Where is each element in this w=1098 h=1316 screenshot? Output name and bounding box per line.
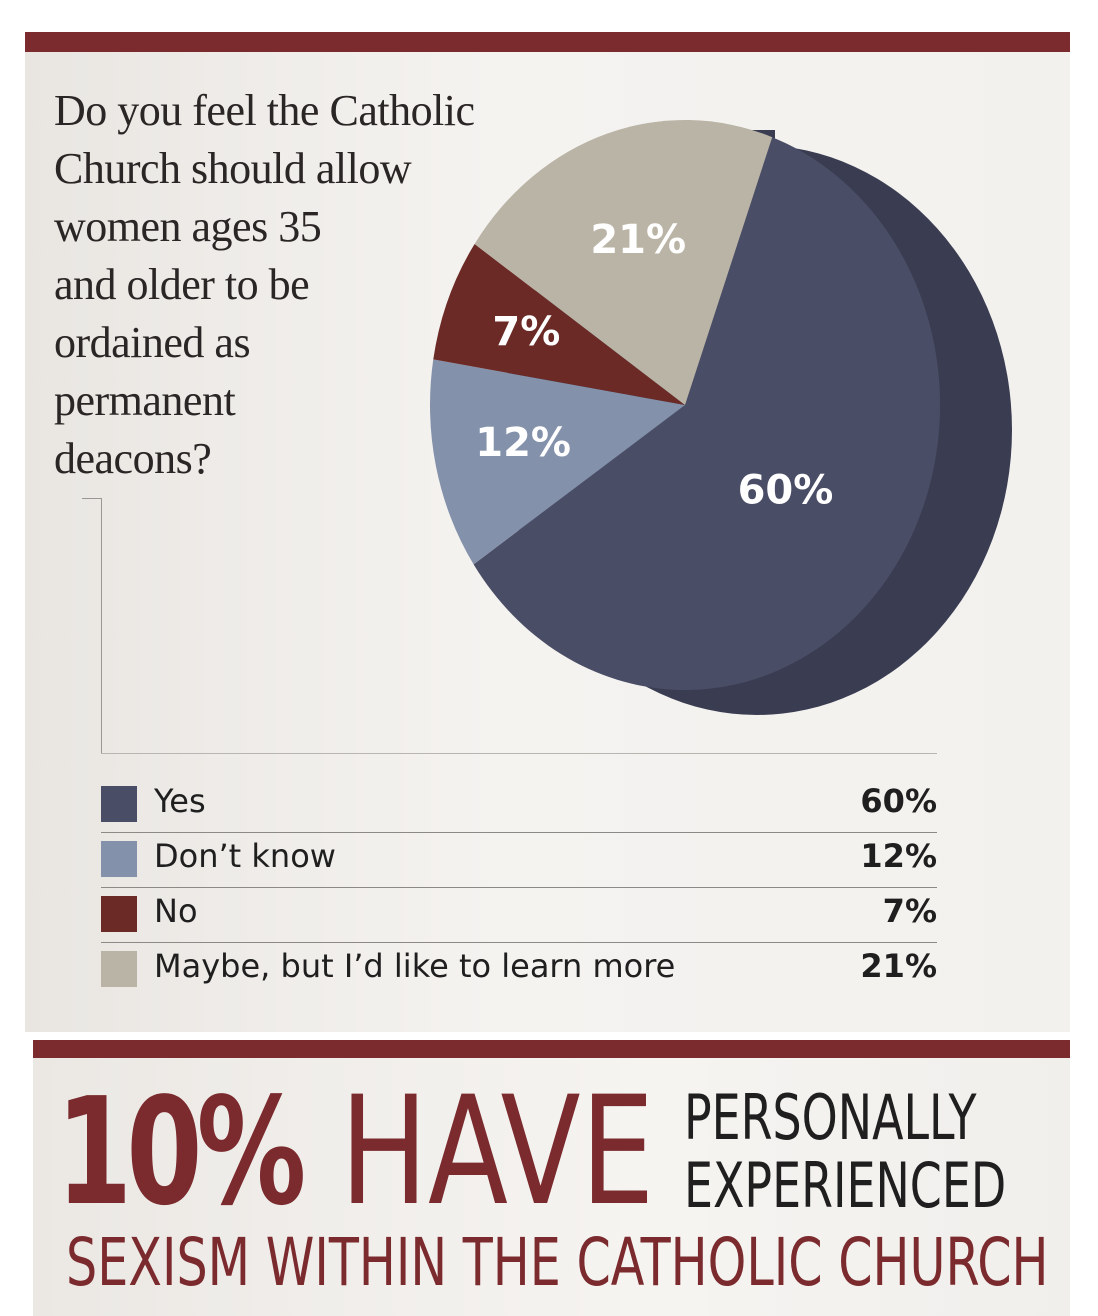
legend-label: Maybe, but I’d like to learn more [154, 947, 676, 985]
headline-panel [33, 1058, 1070, 1316]
bottom-rule [33, 1040, 1070, 1058]
bracket-vertical [101, 498, 102, 753]
pie-slice [433, 243, 685, 405]
question-text: Do you feel the Catholic Church should a… [54, 82, 524, 488]
question-line: deacons? [54, 434, 212, 483]
legend-row-maybe: Maybe, but I’d like to learn more 21% [101, 943, 937, 997]
legend-label: No [154, 892, 198, 930]
pie-slice [430, 359, 685, 565]
legend-value: 7% [882, 892, 937, 930]
headline-percent: 10% [56, 1066, 306, 1238]
headline-line2: SEXISM WITHIN THE CATHOLIC CHURCH [66, 1224, 1049, 1301]
pie-slice-label: 21% [590, 217, 686, 263]
legend-swatch [101, 951, 137, 987]
legend: Yes 60% Don’t know 12% No 7% Maybe, but … [101, 778, 937, 997]
legend-value: 60% [860, 782, 937, 820]
legend-label: Yes [154, 782, 206, 820]
pie-slice-label: 7% [492, 309, 560, 355]
question-line: Church should allow [54, 144, 412, 193]
pie-labels: 60% 12% 7% 21% [475, 217, 833, 514]
legend-swatch [101, 896, 137, 932]
pie-slices [430, 120, 940, 690]
headline-have: HAVE [340, 1065, 655, 1239]
headline-experienced: EXPERIENCED [684, 1149, 1007, 1222]
question-line: women ages 35 [54, 202, 322, 251]
question-line: ordained as [54, 318, 251, 367]
legend-value: 21% [860, 947, 937, 985]
legend-row-yes: Yes 60% [101, 778, 937, 833]
pie-slice [474, 120, 773, 406]
pie-slice [473, 137, 940, 690]
question-line: permanent [54, 376, 236, 425]
legend-swatch [101, 841, 137, 877]
legend-row-dont-know: Don’t know 12% [101, 833, 937, 888]
legend-row-no: No 7% [101, 888, 937, 943]
top-rule [25, 32, 1070, 52]
question-line: and older to be [54, 260, 310, 309]
pie-slice-label: 12% [475, 420, 571, 466]
legend-value: 12% [860, 837, 937, 875]
legend-label: Don’t know [154, 837, 336, 875]
pie-slice-label: 60% [738, 468, 834, 514]
bracket-tick [82, 498, 102, 499]
question-line: Do you feel the Catholic [54, 86, 475, 135]
bracket-horizontal [101, 753, 937, 754]
legend-swatch [101, 786, 137, 822]
headline-personally: PERSONALLY [684, 1081, 977, 1154]
